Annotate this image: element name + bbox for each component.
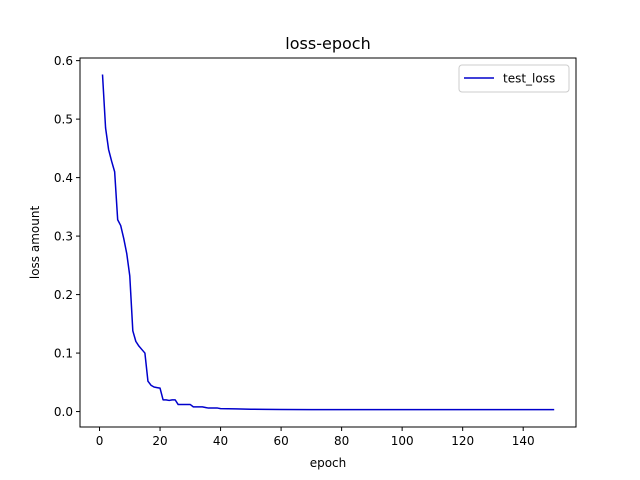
plot-area <box>79 57 577 428</box>
x-tick-label: 20 <box>152 434 167 448</box>
x-axis: 0 20 40 60 80 100 120 140 <box>96 427 535 448</box>
x-tick-label: 80 <box>334 434 349 448</box>
x-tick-label: 0 <box>96 434 104 448</box>
y-tick-label: 0.6 <box>54 54 73 68</box>
y-tick-label: 0.5 <box>54 113 73 127</box>
y-tick-label: 0.2 <box>54 288 73 302</box>
y-tick-label: 0.4 <box>54 171 73 185</box>
x-tick-label: 120 <box>451 434 474 448</box>
chart-title: loss-epoch <box>285 34 370 53</box>
x-tick-label: 40 <box>213 434 228 448</box>
x-tick-label: 140 <box>512 434 535 448</box>
legend: test_loss <box>458 64 570 93</box>
series-line-test-loss <box>101 74 555 411</box>
y-tick-label: 0.0 <box>54 405 73 419</box>
series-layer <box>101 74 555 411</box>
y-axis-label: loss amount <box>28 206 42 280</box>
y-tick-label: 0.3 <box>54 230 73 244</box>
y-tick-label: 0.1 <box>54 347 73 361</box>
legend-label-test-loss: test_loss <box>503 72 555 86</box>
legend-box <box>458 64 570 93</box>
axes-frame <box>79 57 577 428</box>
x-tick-label: 60 <box>273 434 288 448</box>
x-axis-label: epoch <box>310 456 347 470</box>
x-tick-label: 100 <box>391 434 414 448</box>
y-axis: 0.0 0.1 0.2 0.3 0.4 0.5 0.6 <box>54 54 80 419</box>
